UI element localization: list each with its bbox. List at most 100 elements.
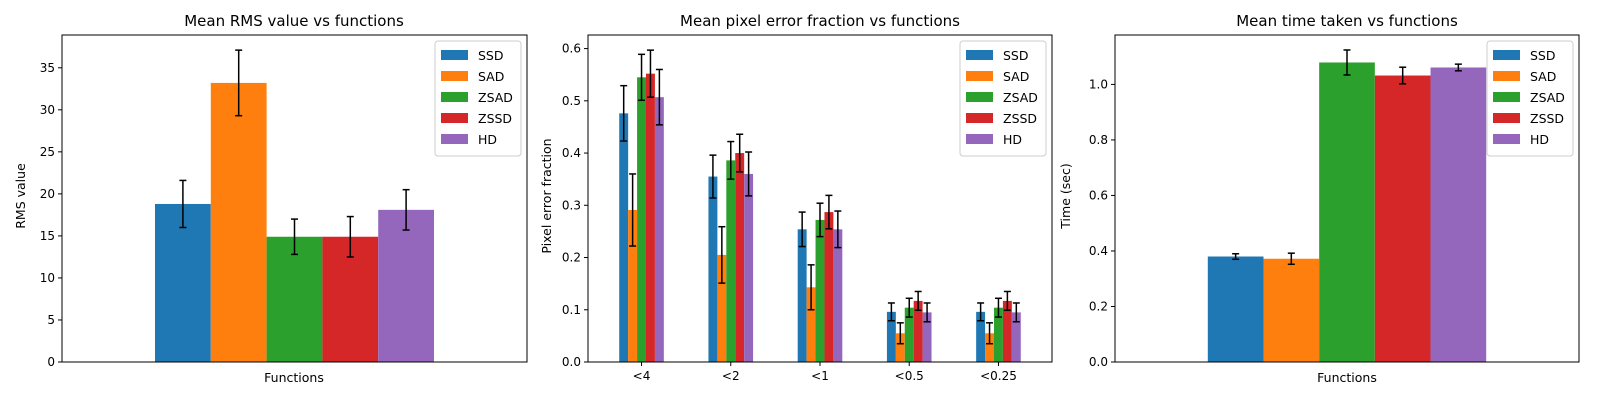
bar-ssd	[797, 229, 807, 362]
bar-hd	[744, 173, 754, 362]
x-tick-label: <2	[722, 369, 740, 383]
legend-label: SSD	[1003, 48, 1029, 63]
legend-swatch	[441, 92, 468, 102]
x-tick-label: <1	[811, 369, 829, 383]
bar-zssd	[1374, 75, 1431, 362]
legend-label: SAD	[478, 69, 504, 84]
legend-label: SSD	[1530, 48, 1556, 63]
y-tick-label: 20	[40, 187, 55, 201]
y-tick-label: 0.8	[1089, 133, 1108, 147]
y-tick-label: 0.6	[1089, 188, 1108, 202]
plot-frame	[1114, 34, 1580, 363]
bar-ssd	[886, 311, 896, 362]
legend-swatch	[1493, 134, 1520, 144]
legend-label: HD	[1530, 132, 1549, 147]
bar-ssd	[1207, 256, 1264, 362]
y-tick-label: 0.1	[562, 303, 581, 317]
bar-sad	[806, 287, 816, 362]
legend-label: ZSSD	[1530, 111, 1564, 126]
y-tick-label: 0.0	[1089, 355, 1108, 369]
y-tick-label: 1.0	[1089, 77, 1108, 91]
chart-title: Mean pixel error fraction vs functions	[680, 12, 960, 30]
legend-swatch	[966, 92, 993, 102]
legend-swatch	[966, 50, 993, 60]
y-tick-label: 15	[40, 229, 55, 243]
bar-sad	[628, 209, 638, 362]
bar-sad	[895, 333, 905, 362]
bar-sad	[210, 82, 267, 363]
y-tick-label: 0.4	[1089, 244, 1108, 258]
chart-title: Mean RMS value vs functions	[184, 12, 404, 30]
legend-swatch	[966, 134, 993, 144]
bar-sad	[1263, 258, 1320, 362]
legend-swatch	[1493, 50, 1520, 60]
bar-hd	[654, 97, 664, 362]
bar-zssd	[824, 212, 834, 362]
y-tick-label: 0.2	[1089, 299, 1108, 313]
legend-label: ZSAD	[478, 90, 513, 105]
y-tick-label: 10	[40, 271, 55, 285]
legend-swatch	[441, 71, 468, 81]
y-axis-label: RMS value	[13, 163, 28, 229]
legend-swatch	[1493, 92, 1520, 102]
x-axis-label: Functions	[264, 370, 324, 385]
bar-zssd	[646, 73, 655, 362]
panel-pixel-error: Mean pixel error fraction vs functions P…	[539, 12, 1053, 383]
bar-ssd	[155, 203, 211, 362]
y-tick-label: 0.2	[562, 251, 581, 265]
x-tick-label: <0.5	[895, 369, 924, 383]
legend-swatch	[966, 113, 993, 123]
panel-time: Mean time taken vs functions Functions T…	[1058, 12, 1580, 385]
legend-label: SAD	[1003, 69, 1029, 84]
y-tick-label: 35	[40, 61, 55, 75]
legend-swatch	[441, 50, 468, 60]
x-axis-label: Functions	[1317, 370, 1377, 385]
legend-swatch	[441, 113, 468, 123]
bar-hd	[922, 312, 932, 362]
x-tick-label: <0.25	[980, 369, 1017, 383]
y-tick-label: 0.0	[562, 355, 581, 369]
bar-sad	[717, 254, 727, 362]
y-tick-label: 0	[47, 355, 55, 369]
bar-ssd	[976, 311, 986, 362]
legend-swatch	[966, 71, 993, 81]
bar-hd	[378, 209, 434, 362]
bar-zsad	[994, 307, 1003, 362]
legend-label: HD	[478, 132, 497, 147]
y-tick-label: 30	[40, 103, 55, 117]
bar-zsad	[726, 160, 736, 362]
legend-label: SSD	[478, 48, 504, 63]
y-tick-label: 25	[40, 145, 55, 159]
legend-label: ZSSD	[478, 111, 512, 126]
bar-zsad	[266, 236, 323, 362]
legend-label: ZSAD	[1003, 90, 1038, 105]
legend-box	[1486, 40, 1574, 157]
y-tick-label: 0.5	[562, 94, 581, 108]
bar-hd	[1011, 312, 1021, 362]
legend-label: ZSSD	[1003, 111, 1037, 126]
panel-rms: Mean RMS value vs functions Functions RM…	[13, 12, 528, 385]
y-axis-label: Pixel error fraction	[539, 138, 554, 253]
bar-zssd	[913, 300, 923, 362]
legend-box	[434, 40, 522, 157]
legend-label: HD	[1003, 132, 1022, 147]
bar-zssd	[735, 153, 745, 362]
x-tick-label: <4	[633, 369, 651, 383]
legend-swatch	[1493, 71, 1520, 81]
legend-box	[959, 40, 1047, 157]
plot-frame	[61, 34, 528, 363]
y-tick-label: 0.6	[562, 42, 581, 56]
bar-hd	[833, 229, 843, 362]
legend-swatch	[1493, 113, 1520, 123]
y-tick-label: 5	[47, 313, 55, 327]
legend-label: ZSAD	[1530, 90, 1565, 105]
bar-zsad	[904, 307, 914, 362]
bar-zssd	[1002, 300, 1012, 362]
bar-sad	[985, 333, 994, 362]
y-tick-label: 0.3	[562, 198, 581, 212]
bar-ssd	[708, 176, 718, 362]
y-tick-label: 0.4	[562, 146, 581, 160]
bar-zsad	[815, 219, 825, 362]
bar-zsad	[637, 77, 646, 363]
